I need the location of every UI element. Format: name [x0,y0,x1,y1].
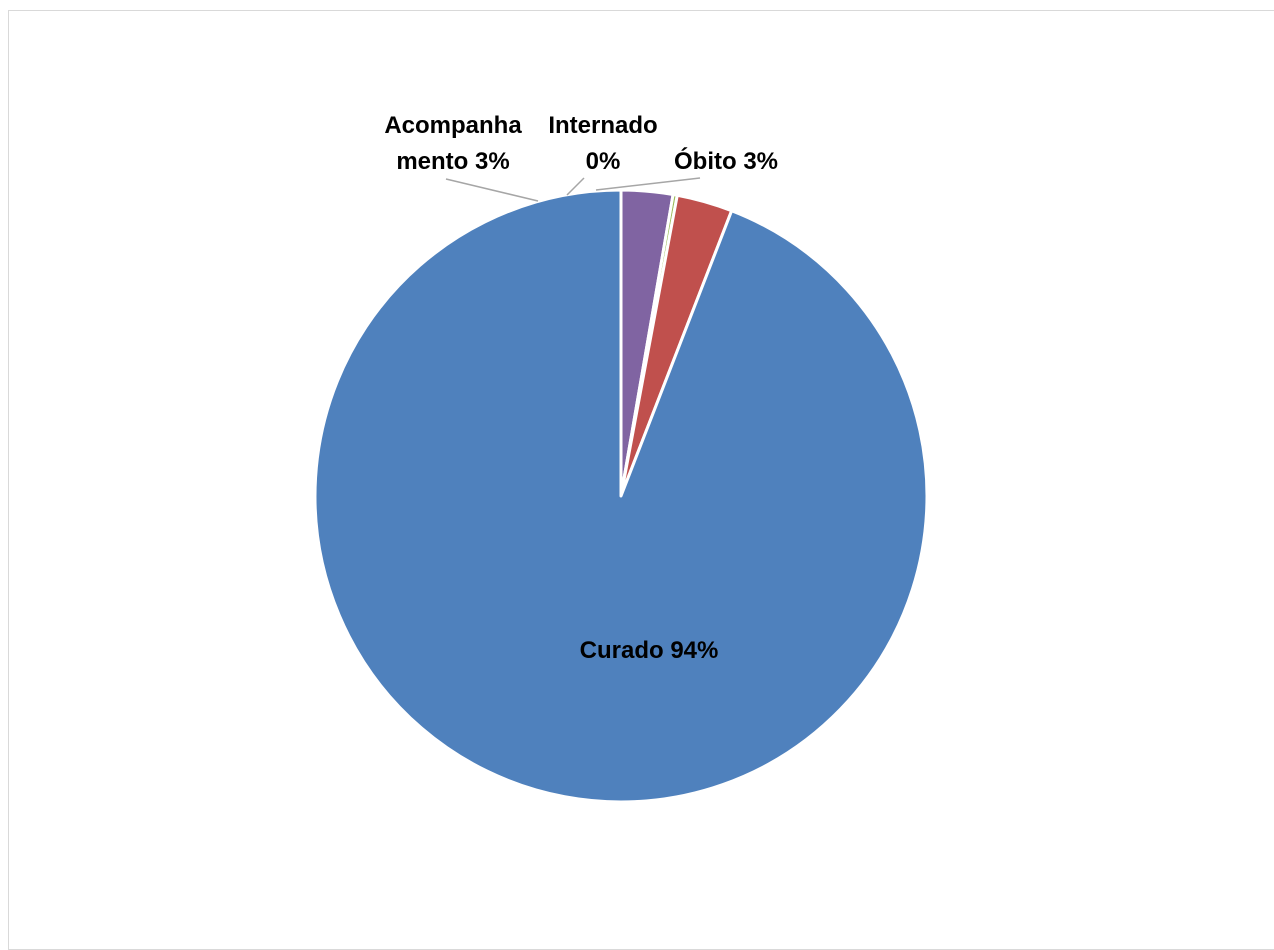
data-label-internado-value: 0% [586,148,621,175]
leader-line-internado [566,177,585,196]
leader-line-obito [595,177,701,191]
leader-lines [445,177,701,202]
data-label-obito: Óbito 3% [674,147,778,175]
data-label-acompanhamento-value: mento 3% [396,148,509,175]
leader-line-acompanhamento [445,178,539,202]
pie-slice-curado [313,188,929,804]
pie-slices [313,188,929,804]
data-label-internado: Internado [548,112,657,139]
data-labels: Acompanha mento 3% Internado 0% Óbito 3%… [384,112,778,664]
data-label-curado: Curado 94% [580,637,719,664]
data-label-acompanhamento: Acompanha [384,112,522,139]
